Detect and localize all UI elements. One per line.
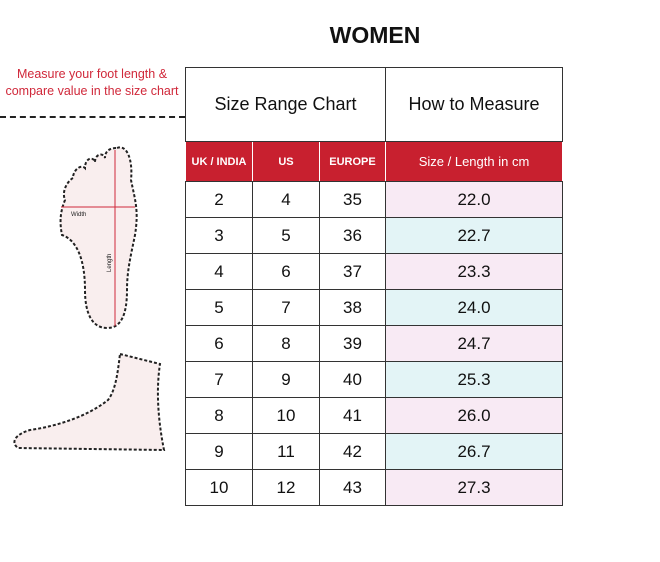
length-cm-cell: 26.7: [385, 433, 563, 470]
col-us: US: [252, 141, 320, 182]
europe-size-cell: 43: [319, 469, 386, 506]
length-cm-cell: 22.7: [385, 217, 563, 254]
table-row: 3 5 36 22.7: [185, 217, 563, 254]
how-to-measure-header: How to Measure: [385, 67, 563, 142]
length-cm-cell: 25.3: [385, 361, 563, 398]
uk-size-cell: 3: [185, 217, 253, 254]
us-size-cell: 8: [252, 325, 320, 362]
table-row: 2 4 35 22.0: [185, 181, 563, 218]
europe-size-cell: 41: [319, 397, 386, 434]
column-header-row: UK / INDIA US EUROPE Size / Length in cm: [185, 141, 563, 182]
europe-size-cell: 38: [319, 289, 386, 326]
col-uk-india: UK / INDIA: [185, 141, 253, 182]
us-size-cell: 12: [252, 469, 320, 506]
table-row: 7 9 40 25.3: [185, 361, 563, 398]
width-label: Width: [71, 212, 86, 218]
size-chart-table: Size Range Chart How to Measure UK / IND…: [185, 67, 563, 506]
length-cm-cell: 22.0: [385, 181, 563, 218]
europe-size-cell: 36: [319, 217, 386, 254]
us-size-cell: 11: [252, 433, 320, 470]
uk-size-cell: 2: [185, 181, 253, 218]
us-size-cell: 7: [252, 289, 320, 326]
length-cm-cell: 26.0: [385, 397, 563, 434]
table-row: 5 7 38 24.0: [185, 289, 563, 326]
measure-note: Measure your foot length & compare value…: [5, 67, 179, 98]
table-row: 8 10 41 26.0: [185, 397, 563, 434]
table-row: 6 8 39 24.7: [185, 325, 563, 362]
us-size-cell: 4: [252, 181, 320, 218]
europe-size-cell: 42: [319, 433, 386, 470]
page-title: WOMEN: [329, 22, 421, 48]
us-size-cell: 6: [252, 253, 320, 290]
us-size-cell: 10: [252, 397, 320, 434]
foot-side-illustration: [13, 352, 166, 452]
uk-size-cell: 9: [185, 433, 253, 470]
length-cm-cell: 23.3: [385, 253, 563, 290]
uk-size-cell: 8: [185, 397, 253, 434]
uk-size-cell: 5: [185, 289, 253, 326]
col-europe: EUROPE: [319, 141, 386, 182]
size-range-chart-header: Size Range Chart: [185, 67, 386, 142]
us-size-cell: 9: [252, 361, 320, 398]
us-size-cell: 5: [252, 217, 320, 254]
uk-size-cell: 7: [185, 361, 253, 398]
foot-top-illustration: Width Length: [59, 146, 138, 330]
table-row: 10 12 43 27.3: [185, 469, 563, 506]
europe-size-cell: 35: [319, 181, 386, 218]
table-row: 9 11 42 26.7: [185, 433, 563, 470]
table-row: 4 6 37 23.3: [185, 253, 563, 290]
length-cm-cell: 27.3: [385, 469, 563, 506]
dashed-divider: [0, 116, 185, 118]
length-cm-cell: 24.0: [385, 289, 563, 326]
europe-size-cell: 40: [319, 361, 386, 398]
europe-size-cell: 37: [319, 253, 386, 290]
col-length-cm: Size / Length in cm: [385, 141, 563, 182]
uk-size-cell: 4: [185, 253, 253, 290]
uk-size-cell: 6: [185, 325, 253, 362]
uk-size-cell: 10: [185, 469, 253, 506]
length-label: Length: [107, 254, 113, 272]
length-cm-cell: 24.7: [385, 325, 563, 362]
europe-size-cell: 39: [319, 325, 386, 362]
